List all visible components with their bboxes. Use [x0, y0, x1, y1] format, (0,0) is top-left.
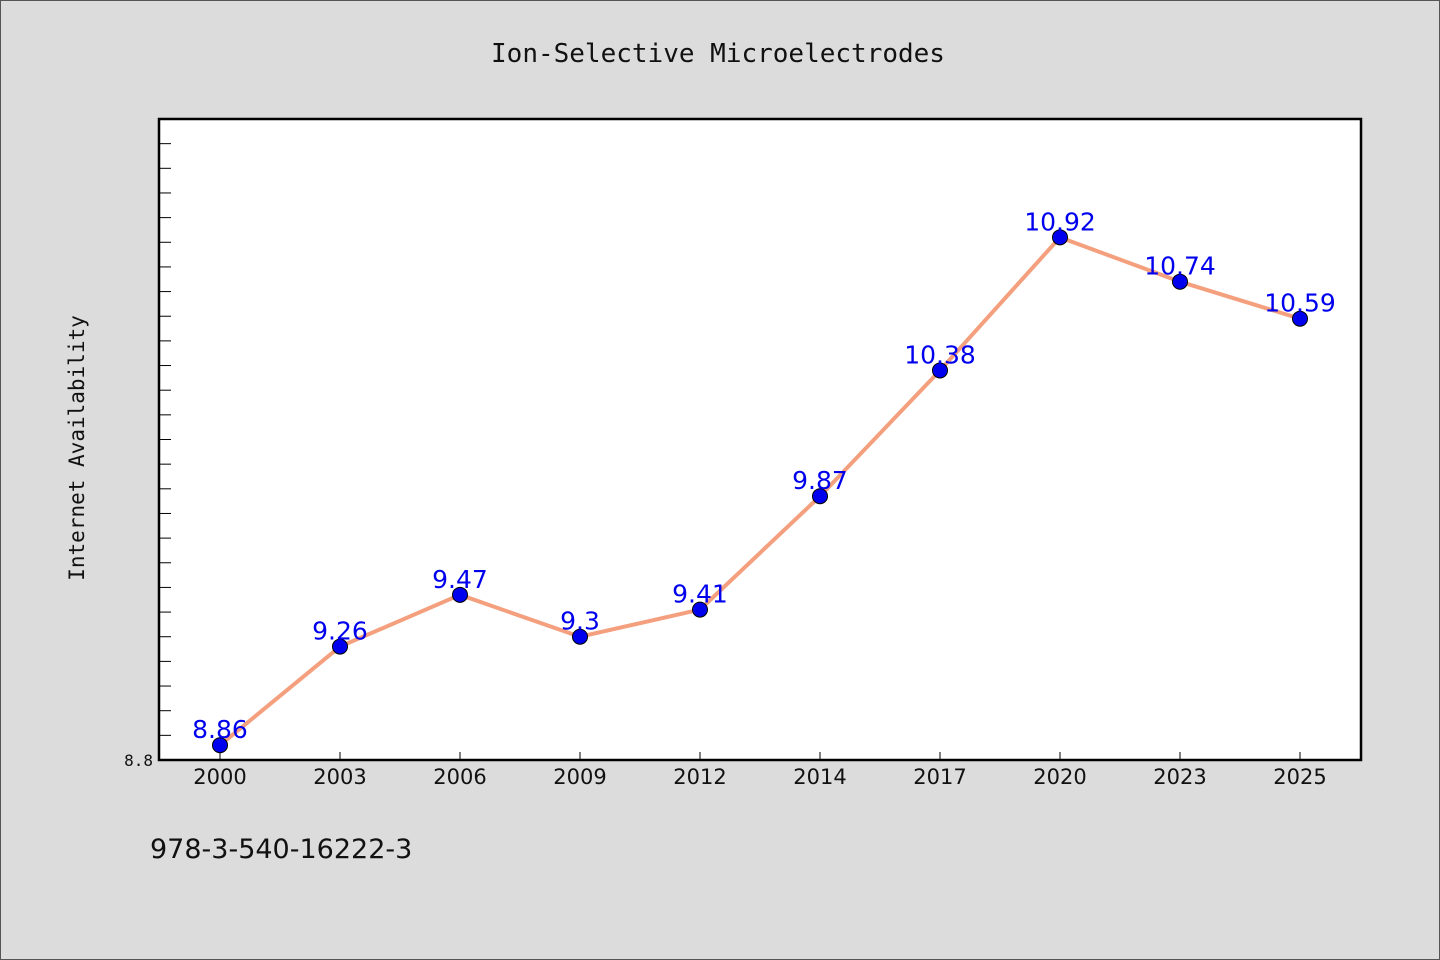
x-tick-label: 2020 [1033, 765, 1086, 789]
data-label: 10.92 [1024, 207, 1096, 236]
x-tick-label: 2009 [553, 765, 606, 789]
data-label: 10.38 [904, 340, 976, 369]
x-tick-label: 2003 [313, 765, 366, 789]
data-label: 10.59 [1264, 289, 1336, 318]
series-layer: 8.86 9.26 9.47 9.3 9.41 9.87 10.38 10.92 10.74 10… [192, 207, 1336, 754]
x-tick-label: 2023 [1153, 765, 1206, 789]
data-point [452, 586, 468, 603]
x-tick-label: 2006 [433, 765, 486, 789]
x-tick-label: 2000 [193, 765, 246, 789]
data-point [1172, 273, 1188, 290]
data-point [572, 628, 588, 645]
x-tick-label: 2025 [1273, 765, 1326, 789]
data-label: 8.86 [192, 715, 248, 744]
data-label: 10.74 [1144, 252, 1216, 281]
plot-area [157, 117, 1363, 762]
data-label: 9.3 [560, 607, 600, 636]
data-point [212, 737, 228, 754]
data-label: 9.47 [432, 565, 488, 594]
data-point [932, 362, 948, 379]
x-tick-label: 2014 [793, 765, 846, 789]
series-line [218, 235, 1301, 747]
data-point [1292, 310, 1308, 327]
y-tick-label: 8.8 [124, 751, 153, 770]
data-label: 9.87 [792, 466, 848, 495]
data-point [692, 601, 708, 618]
data-point [1052, 229, 1068, 246]
data-point [812, 488, 828, 505]
x-tick-label: 2012 [673, 765, 726, 789]
data-point [332, 638, 348, 655]
y-axis-ticks: 8.8 [124, 118, 171, 770]
y-axis-label: Internet Availability [65, 315, 89, 581]
x-axis-ticks: 2000 2003 2006 2009 2012 2014 2017 2020 2023 2025 [193, 752, 1327, 789]
data-label: 9.26 [312, 617, 368, 646]
data-label: 9.41 [672, 580, 728, 609]
chart-title: Ion-Selective Microelectrodes [491, 39, 945, 69]
footer-isbn-text: 978-3-540-16222-3 [150, 834, 413, 865]
x-tick-label: 2017 [913, 765, 966, 789]
